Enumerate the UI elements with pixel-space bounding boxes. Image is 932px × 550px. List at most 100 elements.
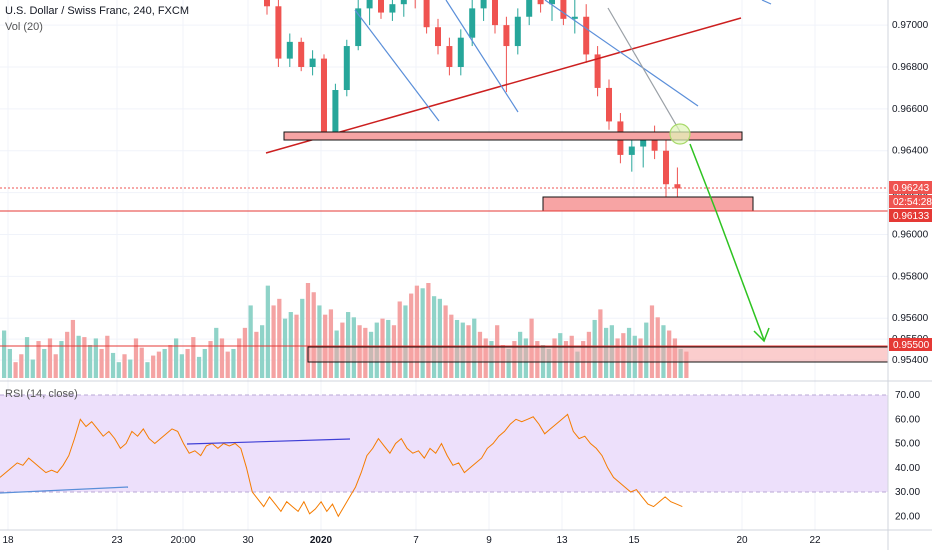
volume-bar	[99, 348, 104, 378]
rsi-panel	[0, 394, 888, 518]
volume-bar	[254, 331, 259, 378]
rsi-trendline-1[interactable]	[0, 486, 129, 494]
candle	[309, 50, 316, 76]
channel-line-2[interactable]	[445, 0, 519, 113]
projection-arrow-line-2[interactable]	[715, 210, 765, 341]
candle	[480, 0, 487, 21]
rsi-label[interactable]: RSI (14, close)	[5, 388, 78, 400]
volume-bar	[65, 331, 70, 378]
volume-bar	[133, 338, 139, 378]
rsi-trendline-2[interactable]	[186, 438, 351, 445]
candle	[298, 37, 305, 72]
candle	[549, 0, 555, 21]
volume-bar	[432, 296, 437, 378]
volume-bar	[649, 305, 655, 378]
last-price-tag	[889, 181, 932, 194]
volume-bar	[437, 298, 442, 378]
candle	[457, 29, 464, 76]
channel-line-3[interactable]	[544, 0, 699, 107]
candle	[366, 0, 373, 26]
price-tick-label: 0.96000	[892, 229, 929, 240]
volume-bar	[305, 283, 311, 378]
level-price-tag	[889, 209, 932, 222]
price-tags: 0.96243 02:54:28 0.96133 0.95500	[889, 181, 932, 351]
volume-bar	[128, 359, 133, 378]
volume-bar	[47, 338, 53, 378]
volume-bar	[82, 337, 87, 378]
rising-trendline[interactable]	[265, 17, 742, 154]
volume-bar	[242, 327, 248, 378]
price-tick-label: 0.95800	[892, 271, 929, 282]
candle	[526, 0, 533, 26]
volume-bar	[248, 305, 253, 378]
candle	[583, 4, 590, 63]
candle	[275, 0, 282, 67]
time-tick-label: 2020	[310, 535, 333, 546]
retest-circle[interactable]	[669, 123, 691, 145]
candle	[537, 0, 544, 13]
candle	[651, 125, 658, 160]
volume-bar	[328, 309, 334, 378]
rsi-tick-label: 70.00	[895, 390, 920, 401]
candle	[389, 0, 396, 21]
volume-bar	[151, 355, 156, 378]
volume-bar	[214, 327, 219, 378]
volume-bar	[93, 338, 98, 378]
projection-arrow-head	[753, 327, 770, 343]
chart-title[interactable]: U.S. Dollar / Swiss Franc, 240, FXCM	[5, 5, 189, 17]
volume-bar	[426, 283, 431, 378]
time-tick-label: 30	[242, 535, 254, 546]
volume-bar	[397, 301, 402, 378]
rsi-axis[interactable]: 70.00 60.00 50.00 40.00 30.00 20.00	[895, 390, 920, 522]
volume-bar	[443, 305, 448, 378]
volume-bar	[403, 305, 408, 378]
support-price-tag	[889, 338, 932, 351]
volume-bar	[208, 341, 213, 378]
volume-bar	[53, 354, 58, 378]
candle	[469, 0, 476, 47]
volume-bar	[598, 309, 603, 378]
volume-bar	[196, 356, 202, 378]
projection-arrow-line-1[interactable]	[689, 143, 717, 212]
volume-bar	[13, 362, 18, 378]
volume-bar	[42, 348, 47, 378]
time-tick-label: 13	[556, 535, 568, 546]
support-zone[interactable]	[307, 346, 889, 363]
candles	[264, 0, 681, 199]
volume-bar	[36, 341, 41, 378]
volume-bar	[2, 330, 7, 378]
time-tick-label: 20:00	[170, 535, 195, 546]
volume-bar	[420, 288, 425, 378]
time-tick-label: 7	[413, 535, 419, 546]
volume-bar	[546, 348, 551, 378]
time-tick-label: 15	[628, 535, 640, 546]
volume-label[interactable]: Vol (20)	[5, 21, 43, 33]
volume-bar	[191, 337, 196, 378]
candle	[286, 33, 293, 67]
volume-bar	[105, 335, 110, 378]
last-price-tag-text: 0.96243	[893, 183, 930, 194]
channel-line-4[interactable]	[761, 0, 772, 5]
volume-bar	[277, 298, 282, 378]
resistance-zone[interactable]	[283, 131, 743, 141]
volume-bar	[70, 319, 76, 378]
volume-bar	[116, 362, 121, 378]
candle	[332, 83, 339, 139]
grey-trendline[interactable]	[607, 7, 683, 136]
volume-bar	[156, 351, 162, 378]
price-tick-label: 0.96800	[892, 62, 929, 73]
price-tick-label: 0.96400	[892, 146, 929, 157]
volume-bar	[174, 338, 179, 378]
price-tick-label: 0.96600	[892, 104, 929, 115]
volume-bar	[678, 348, 683, 378]
time-axis[interactable]: 18 23 20:00 30 2020 7 9 13 15 20 22	[2, 535, 821, 546]
volume-bar	[30, 359, 35, 378]
channel-line-1[interactable]	[354, 9, 440, 122]
candle	[503, 16, 510, 93]
volume-bar	[506, 348, 511, 378]
volume-bar	[185, 348, 190, 378]
target-zone[interactable]	[542, 196, 754, 212]
rsi-tick-label: 20.00	[895, 511, 920, 522]
price-tick-label: 0.95400	[892, 355, 929, 366]
